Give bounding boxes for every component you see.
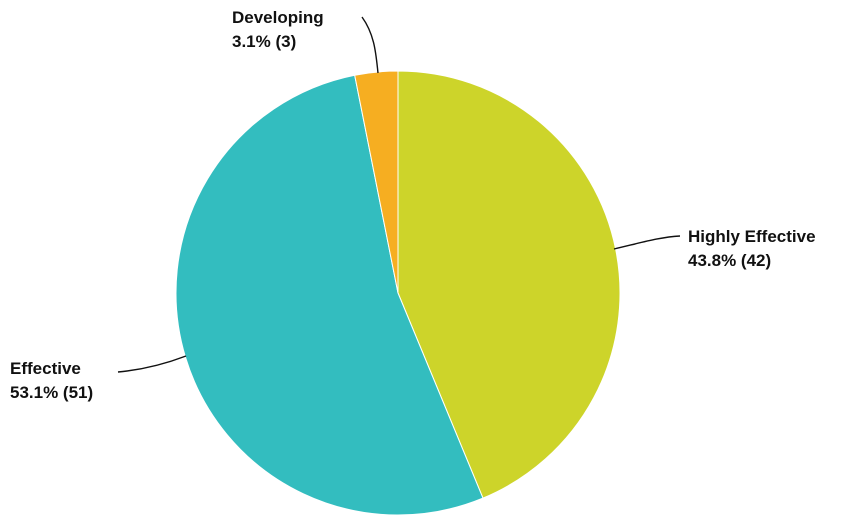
pie-slices bbox=[175, 70, 621, 515]
label-highly-effective-value: 43.8% (42) bbox=[688, 251, 771, 270]
label-developing: Developing 3.1% (3) bbox=[232, 8, 324, 51]
label-developing-value: 3.1% (3) bbox=[232, 32, 296, 51]
label-effective: Effective 53.1% (51) bbox=[10, 359, 93, 402]
pie-slice-developing bbox=[354, 70, 399, 294]
label-effective-name: Effective bbox=[10, 359, 81, 378]
pie-slice-effective bbox=[175, 74, 484, 515]
label-effective-value: 53.1% (51) bbox=[10, 383, 93, 402]
leader-lines bbox=[117, 16, 681, 373]
leader-line-developing bbox=[361, 16, 379, 74]
leader-line-effective bbox=[117, 355, 187, 373]
pie-slice-highly-effective bbox=[397, 70, 621, 499]
label-highly-effective-name: Highly Effective bbox=[688, 227, 816, 246]
leader-line-highly-effective bbox=[613, 235, 681, 250]
label-highly-effective: Highly Effective 43.8% (42) bbox=[688, 227, 816, 270]
label-developing-name: Developing bbox=[232, 8, 324, 27]
